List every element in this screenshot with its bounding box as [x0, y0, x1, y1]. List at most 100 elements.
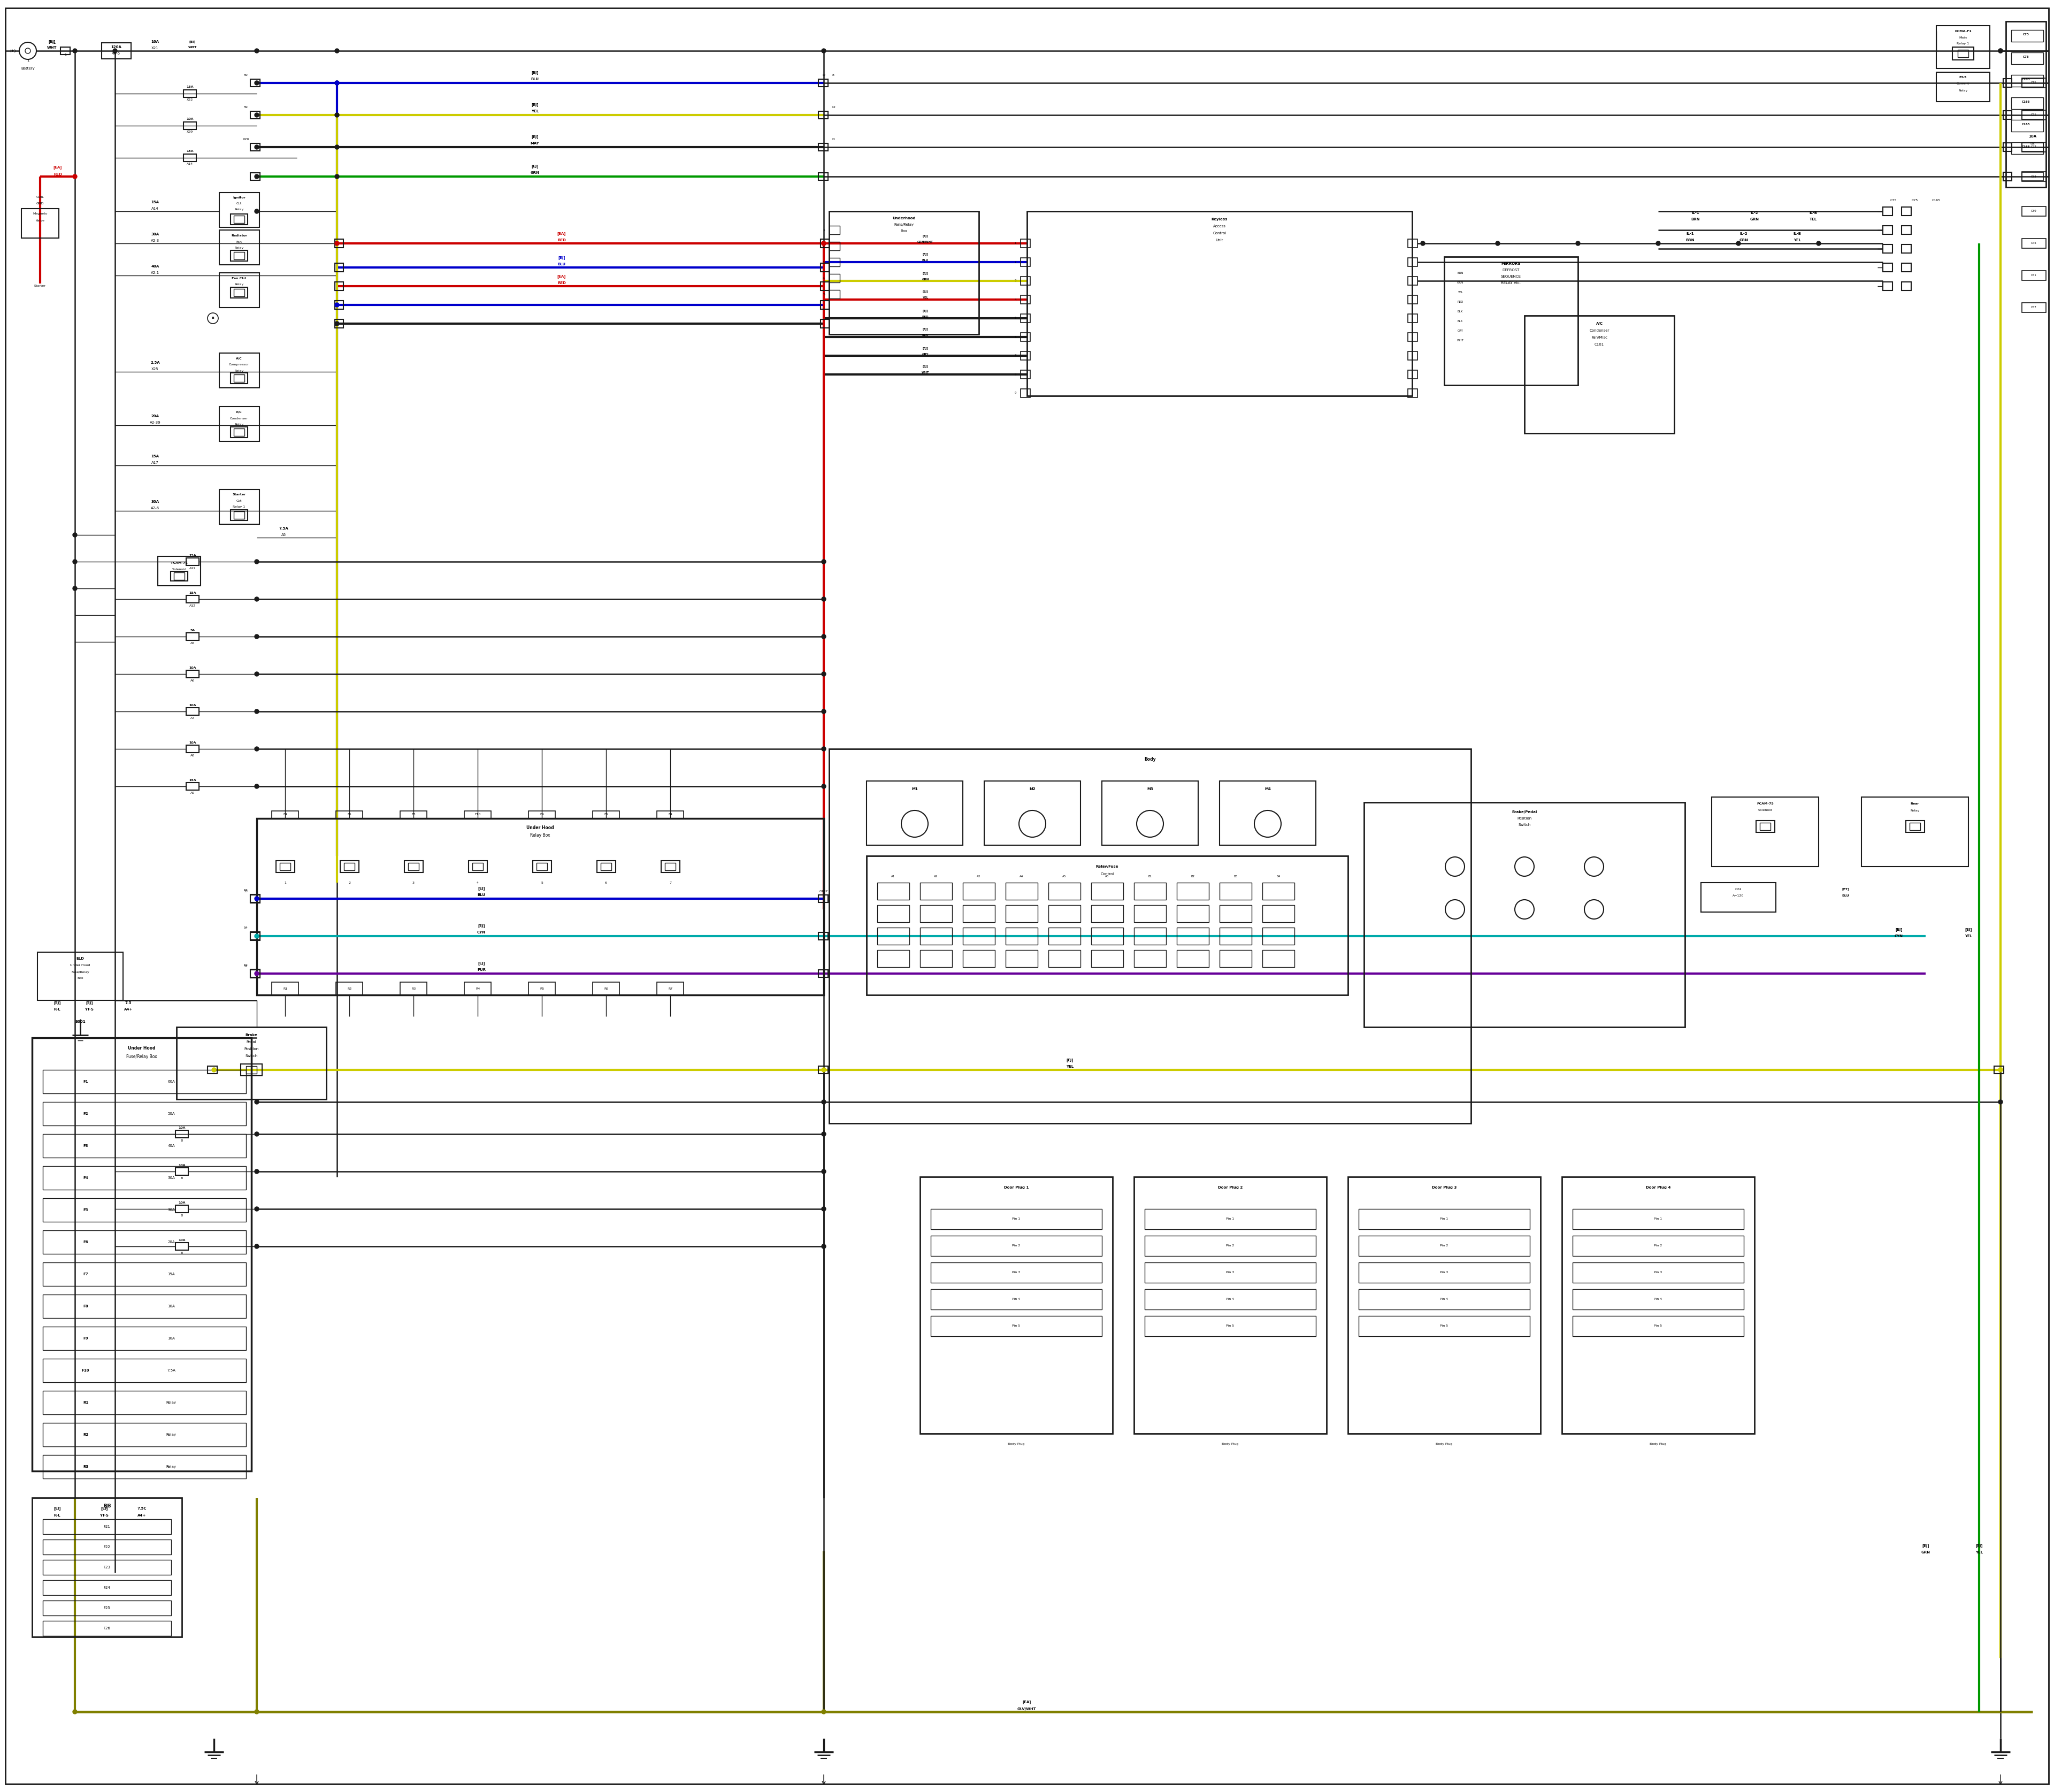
- Text: Body Plug: Body Plug: [1649, 1443, 1666, 1446]
- Bar: [240, 1064, 263, 1075]
- Bar: [1358, 1210, 1530, 1229]
- Text: F7: F7: [82, 1272, 88, 1276]
- Text: 2: 2: [824, 246, 826, 247]
- Text: Fan: Fan: [236, 240, 242, 244]
- Bar: [187, 557, 199, 566]
- Bar: [43, 1262, 246, 1287]
- Text: C101: C101: [1594, 342, 1604, 346]
- Text: YEL: YEL: [1964, 934, 1972, 937]
- Text: 5: 5: [540, 882, 542, 883]
- Bar: [1444, 256, 1577, 385]
- Bar: [2011, 30, 2044, 41]
- Circle shape: [255, 1133, 259, 1136]
- Text: 15A: 15A: [187, 151, 193, 152]
- Text: F10: F10: [82, 1369, 90, 1373]
- Bar: [230, 509, 249, 520]
- Circle shape: [335, 303, 339, 306]
- Circle shape: [1421, 242, 1425, 246]
- Bar: [830, 258, 840, 267]
- Text: 10A: 10A: [2029, 134, 2038, 138]
- Bar: [1101, 781, 1197, 846]
- Text: Door Plug 3: Door Plug 3: [1432, 1186, 1456, 1190]
- Bar: [335, 319, 343, 328]
- Text: Pin 1: Pin 1: [1013, 1219, 1021, 1220]
- Text: BJB: BJB: [103, 1503, 111, 1509]
- Text: X25: X25: [152, 367, 158, 371]
- Bar: [175, 1242, 189, 1251]
- Text: GRY: GRY: [1458, 330, 1462, 332]
- Text: BLK: BLK: [1458, 319, 1462, 323]
- Circle shape: [335, 81, 339, 84]
- Text: Condenser: Condenser: [230, 418, 249, 419]
- Text: 20A: 20A: [152, 414, 158, 418]
- Bar: [1144, 1315, 1317, 1337]
- Circle shape: [1656, 242, 1660, 246]
- Bar: [657, 982, 684, 995]
- Text: Under Hood: Under Hood: [526, 826, 555, 830]
- Text: [EJ]: [EJ]: [101, 1507, 109, 1511]
- Text: Position: Position: [1518, 817, 1532, 821]
- Text: A14: A14: [187, 163, 193, 165]
- Bar: [2011, 97, 2044, 109]
- Text: C165: C165: [2021, 124, 2029, 125]
- Text: A4+: A4+: [138, 1514, 146, 1518]
- Bar: [257, 819, 824, 995]
- Text: 15A: 15A: [187, 86, 193, 88]
- Circle shape: [255, 210, 259, 213]
- Text: F5: F5: [82, 1208, 88, 1211]
- Text: Pin 3: Pin 3: [1226, 1271, 1234, 1274]
- Circle shape: [72, 174, 78, 179]
- Text: Pin 4: Pin 4: [1653, 1297, 1662, 1301]
- Circle shape: [1446, 857, 1465, 876]
- Text: A/C: A/C: [236, 357, 242, 360]
- Text: 120A: 120A: [111, 45, 121, 48]
- Text: A2-6: A2-6: [150, 507, 160, 509]
- Text: BRN: BRN: [1686, 238, 1695, 242]
- Text: YEL: YEL: [1066, 1064, 1074, 1068]
- Circle shape: [822, 559, 826, 564]
- Text: Position: Position: [244, 1047, 259, 1050]
- Bar: [43, 1391, 246, 1414]
- Bar: [43, 1102, 246, 1125]
- Bar: [1407, 258, 1417, 267]
- Bar: [187, 745, 199, 753]
- Bar: [246, 1066, 257, 1073]
- Text: [EA]: [EA]: [53, 165, 62, 168]
- Bar: [21, 208, 60, 238]
- Bar: [1091, 950, 1124, 968]
- Text: F23: F23: [103, 1566, 111, 1570]
- Text: GRN: GRN: [1456, 281, 1465, 283]
- Text: Relay 1: Relay 1: [232, 505, 244, 509]
- Text: [EJ]: [EJ]: [1066, 1059, 1074, 1063]
- Text: Starter: Starter: [232, 493, 246, 496]
- Text: 7.5: 7.5: [125, 1002, 131, 1005]
- Text: Fans/Relay: Fans/Relay: [893, 222, 914, 226]
- Text: Pin 5: Pin 5: [1013, 1324, 1021, 1328]
- Circle shape: [255, 81, 259, 84]
- Text: 60A: 60A: [168, 1081, 175, 1082]
- Text: F26: F26: [103, 1627, 111, 1631]
- Text: Compressor: Compressor: [228, 364, 249, 366]
- Bar: [1957, 50, 1968, 57]
- Bar: [1358, 1315, 1530, 1337]
- Text: IL-2: IL-2: [1750, 211, 1758, 215]
- Text: Pin 4: Pin 4: [1013, 1297, 1021, 1301]
- Bar: [2003, 111, 2011, 120]
- Text: [EJ]: [EJ]: [922, 272, 928, 274]
- Circle shape: [25, 48, 31, 54]
- Text: Solenoid: Solenoid: [173, 568, 187, 570]
- Text: 10A: 10A: [189, 704, 197, 706]
- Bar: [1177, 905, 1210, 923]
- Bar: [187, 670, 199, 677]
- Text: 8: 8: [832, 73, 834, 77]
- Bar: [220, 489, 259, 525]
- Bar: [2007, 22, 2046, 186]
- Bar: [2021, 79, 2044, 88]
- Bar: [817, 111, 828, 118]
- Text: X21: X21: [152, 47, 158, 50]
- Circle shape: [72, 586, 78, 591]
- Circle shape: [255, 597, 259, 602]
- Bar: [175, 572, 185, 581]
- Circle shape: [1516, 857, 1534, 876]
- Text: BLU: BLU: [557, 263, 565, 265]
